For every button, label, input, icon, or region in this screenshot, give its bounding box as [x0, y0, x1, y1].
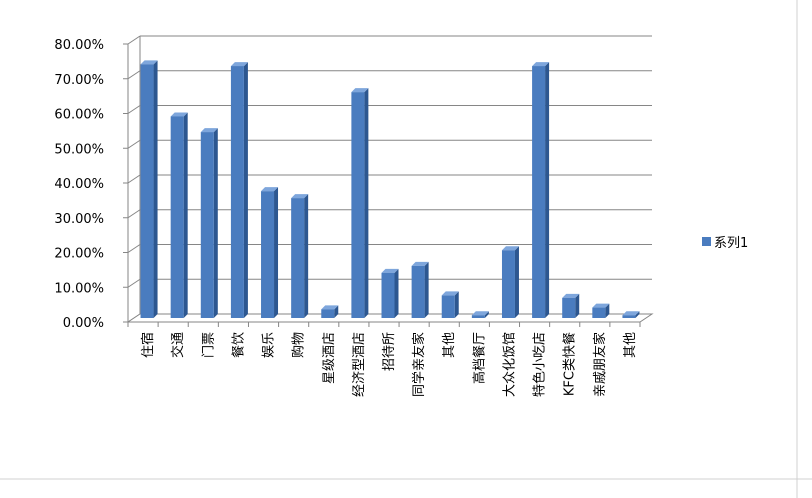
bar [140, 64, 154, 318]
bar [381, 272, 395, 318]
bar-top [592, 303, 610, 308]
legend-label: 系列1 [714, 236, 749, 251]
y-tick-label: 30.00% [54, 212, 104, 227]
legend: 系列1 [702, 232, 748, 251]
bar [562, 297, 576, 318]
bar-side [274, 187, 279, 318]
bar-side [545, 62, 550, 318]
bar-side [243, 62, 248, 318]
x-tick-label: 购物 [291, 332, 307, 358]
bar-side [635, 311, 640, 318]
bar [471, 315, 485, 318]
x-tick-label: 同学亲友家 [411, 332, 427, 397]
bar-side [424, 261, 429, 318]
x-tick-label: 其他 [623, 332, 638, 358]
bar-top [261, 187, 279, 192]
x-tick-label: 特色小吃店 [532, 332, 548, 397]
x-tick-label: 娱乐 [262, 332, 277, 358]
bar-top [351, 88, 369, 93]
bar-top [562, 293, 580, 298]
bar-side [334, 305, 339, 318]
y-tick-label: 20.00% [54, 247, 104, 262]
y-tick-label: 0.00% [63, 316, 104, 331]
bar-side [484, 311, 489, 318]
x-tick-label: 经济型酒店 [352, 332, 367, 397]
y-tick-label: 40.00% [54, 177, 104, 192]
bar-top [622, 311, 640, 316]
bar [230, 66, 244, 318]
y-tick-label: 10.00% [54, 281, 104, 296]
bar-side [394, 268, 399, 318]
bar-top [170, 112, 188, 117]
bar [351, 92, 365, 318]
x-tick-label: 亲戚朋友家 [592, 332, 608, 397]
bar [532, 66, 546, 318]
y-tick-label: 60.00% [54, 108, 104, 123]
bar [321, 309, 335, 318]
bar [200, 132, 214, 318]
bar-top [200, 128, 218, 133]
side-gridline [127, 244, 141, 253]
x-tick-label: 门票 [201, 332, 216, 358]
x-tick-label: 住宿 [140, 332, 156, 358]
bar-side [364, 88, 369, 318]
x-tick-label: 招待所 [382, 332, 397, 371]
bar-side [153, 60, 158, 318]
bar-top [321, 305, 339, 310]
bar-top [471, 311, 489, 316]
bar [441, 295, 455, 318]
x-tick-label: 高档餐厅 [471, 332, 487, 384]
bar [261, 191, 275, 318]
side-gridline [127, 278, 141, 288]
x-tick-label: 交通 [170, 332, 186, 358]
legend-swatch [702, 237, 711, 246]
bar-side [605, 303, 610, 318]
bar-side [213, 128, 218, 318]
side-gridline [127, 139, 141, 149]
bar-side [183, 112, 188, 318]
side-gridline [127, 209, 141, 219]
side-gridline [127, 35, 141, 45]
y-tick-label: 80.00% [54, 38, 104, 53]
bar-top [532, 62, 550, 67]
bar [411, 265, 425, 318]
bar [291, 198, 305, 318]
bar [501, 250, 515, 318]
bar-side [304, 194, 309, 318]
x-tick-label: 星级酒店 [322, 332, 337, 384]
bar-top [291, 194, 309, 199]
y-tick-label: 70.00% [54, 73, 104, 88]
x-tick-label: KFC类快餐 [562, 332, 578, 396]
bar-top [501, 246, 519, 251]
bar [170, 116, 184, 318]
bar-top [230, 62, 248, 67]
y-tick-label: 50.00% [54, 142, 104, 157]
x-tick-label: 大众化饭馆 [502, 332, 517, 397]
bar-top [441, 291, 459, 296]
x-tick-label: 其他 [442, 332, 457, 358]
bar-side [575, 293, 580, 318]
side-gridline [127, 70, 141, 80]
bar-top [381, 268, 399, 273]
x-tick-label: 餐饮 [230, 332, 246, 358]
side-gridline [127, 174, 141, 184]
bar-top [411, 261, 429, 266]
bar [622, 315, 636, 318]
bar [592, 307, 606, 318]
bar-top [140, 60, 158, 65]
bar-side [514, 246, 519, 318]
side-gridline [127, 105, 141, 114]
bar-side [454, 291, 459, 318]
